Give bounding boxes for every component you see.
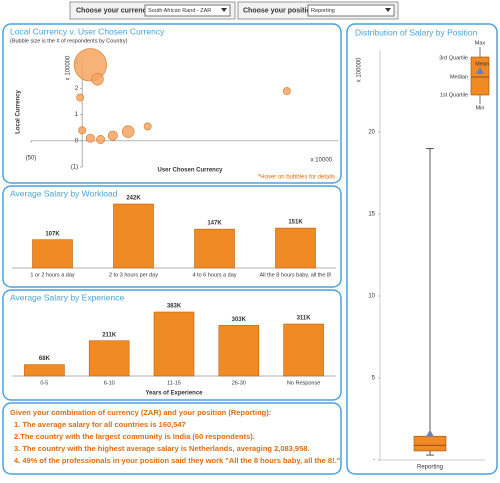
bubble (143, 122, 152, 131)
y-tick-label: 2 (75, 86, 79, 92)
legend-mean (476, 67, 484, 74)
dropdown-arrow[interactable] (385, 8, 391, 12)
chart-subtitle: (Bubble size is the # of respondents by … (10, 38, 128, 44)
summary-line: 3. The country with the highest average … (14, 444, 310, 453)
legend-label: Min (476, 105, 485, 111)
x-tick-label: Reporting (417, 465, 443, 471)
legend-label: 3rd Quartile (439, 55, 468, 61)
currency-value[interactable]: South African Rand - ZAR (148, 8, 211, 14)
x-tick-label: 0-5 (40, 380, 48, 386)
currency-label: Choose your currency (76, 7, 150, 14)
workload-panel (2, 185, 342, 288)
legend-label: Max (475, 40, 486, 46)
y-tick-label: 5 (372, 376, 376, 382)
x-axis-title: User Chosen Currency (157, 168, 223, 174)
bubble (73, 48, 107, 82)
value-label: 242K (126, 196, 141, 202)
x-tick-label: 6-10 (104, 380, 115, 386)
bubble (107, 130, 118, 141)
bar (275, 227, 316, 269)
bubble (78, 126, 87, 135)
value-label: 68K (39, 356, 51, 362)
value-label: 151K (288, 220, 303, 226)
bar (153, 311, 195, 377)
value-label: 311K (297, 316, 312, 322)
bubble (96, 135, 106, 145)
y-tick-label: 10 (368, 294, 375, 300)
bar (113, 203, 154, 269)
value-label: 147K (207, 221, 222, 227)
y-scale-label: x 100000 (357, 57, 363, 82)
y-axis-title: Local Currency (16, 89, 22, 133)
x-tick-label: 1 or 2 hours a day (30, 272, 75, 278)
bar (218, 325, 260, 377)
summary-heading: Given your combination of currency (ZAR)… (10, 408, 271, 417)
bubble (91, 73, 104, 86)
bar (88, 340, 130, 377)
legend-box (470, 56, 490, 96)
value-label: 211K (102, 332, 117, 338)
position-value[interactable]: Reporting (311, 8, 335, 14)
bubble (121, 125, 135, 138)
y-tick-label: - (373, 458, 375, 464)
x-tick-label: No Response (287, 380, 320, 386)
box-panel (346, 23, 498, 475)
bar (283, 323, 324, 377)
summary-line: 1. The average salary for all countries … (14, 420, 186, 429)
x-tick-label: 26-30 (232, 380, 246, 386)
x-tick-label: 2 to 3 hours per day (109, 272, 158, 278)
bubble (282, 87, 291, 95)
legend-label: Mean (475, 61, 489, 67)
y-tick-label: 0 (75, 138, 79, 144)
y-tick-label: 1 (75, 112, 79, 118)
hover-note: *Hover on bubbles for details (258, 175, 335, 181)
chart-title: Local Currency v. User Chosen Currency (10, 26, 165, 36)
chart-title: Average Salary by Experience (10, 292, 124, 302)
y-tick-label: 15 (368, 212, 375, 218)
position-dropdown[interactable] (307, 4, 395, 17)
currency-dropdown[interactable] (144, 4, 231, 17)
x-tick-label: (50) (26, 156, 37, 162)
mean-marker (426, 429, 434, 437)
bubble (76, 93, 85, 102)
value-label: 383K (167, 304, 182, 310)
x-tick-label: 4 to 6 hours a day (192, 272, 236, 278)
x-axis-title: Years of Experience (145, 391, 203, 397)
position-label: Choose your position (243, 7, 315, 14)
box (413, 435, 447, 452)
value-label: 303K (232, 317, 247, 323)
summary-line: 4. 49% of the professionals in your posi… (14, 456, 341, 465)
bar (32, 239, 73, 269)
x-tick-label: All the 8 hours baby, all the 8! (259, 272, 332, 278)
bar (194, 228, 235, 269)
legend-label: Median (450, 74, 468, 80)
y-tick-label: (1) (71, 165, 78, 171)
bubble (85, 133, 95, 143)
chart-title: Distribution of Salary by Position (355, 27, 478, 37)
chart-title: Average Salary by Workload (10, 188, 118, 198)
scatter-panel (2, 23, 342, 184)
y-tick-label: 20 (368, 130, 375, 136)
x-scale-label: x 10000 (311, 158, 333, 164)
dropdown-arrow[interactable] (221, 8, 227, 12)
x-tick-label: 11-15 (167, 380, 181, 386)
summary-panel (2, 402, 342, 475)
value-label: 107K (45, 231, 60, 237)
legend-label: 1st Quartile (440, 92, 468, 98)
summary-line: 2.The country with the largest community… (14, 432, 255, 441)
y-scale-label: x 100000 (66, 55, 72, 80)
bar (24, 364, 65, 377)
